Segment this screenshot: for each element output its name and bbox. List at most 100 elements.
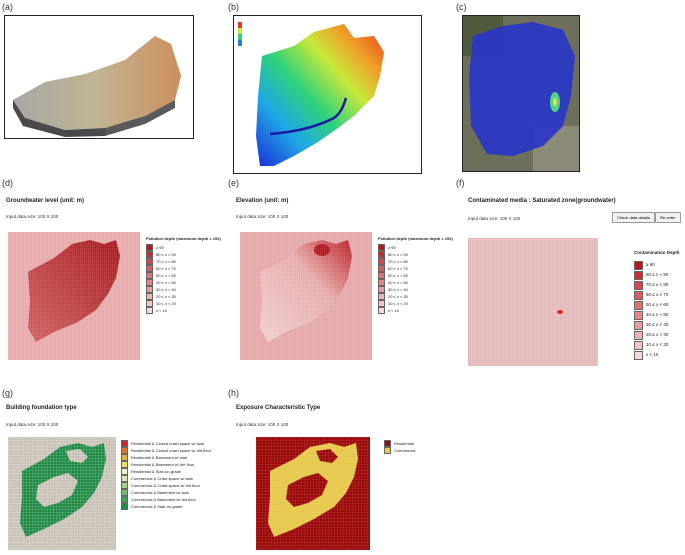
panel-c-satellite-map — [462, 15, 580, 172]
legend-swatch — [378, 279, 385, 286]
legend-swatch — [634, 320, 643, 330]
contamination-grid — [468, 238, 598, 366]
foundation-type-grid — [8, 437, 116, 550]
panel-h-legend: Residential Commercial — [384, 440, 415, 454]
check-data-details-button[interactable]: Check data details — [612, 212, 655, 223]
panel-h-input-size: Input data size: 100 X 100 — [236, 422, 289, 427]
legend-swatch — [634, 310, 643, 320]
legend-swatch — [378, 258, 385, 265]
legend-swatch — [384, 440, 391, 447]
legend-swatch — [121, 454, 128, 461]
legend-swatch — [634, 350, 643, 360]
legend-swatch — [121, 440, 128, 447]
legend-item: 50 ≤ x < 60 — [378, 272, 453, 279]
legend-item: 80 ≤ x < 90 — [378, 251, 453, 258]
legend-item: Residential & Closed crawl space w/ slab — [121, 440, 211, 447]
satellite-overlay — [463, 16, 579, 171]
legend-item: Residential & Basement w/ dirt floor — [121, 461, 211, 468]
panel-g-legend-list: Residential & Closed crawl space w/ slab… — [121, 440, 211, 510]
legend-item: 30 ≤ x < 40 — [146, 286, 221, 293]
legend-item: Commercial & Crawl space w/ slab — [121, 475, 211, 482]
legend-item: 30 ≤ x < 40 — [634, 320, 680, 330]
legend-swatch — [121, 482, 128, 489]
legend-item: 20 ≤ x < 30 — [378, 293, 453, 300]
legend-swatch — [121, 468, 128, 475]
legend-swatch — [378, 272, 385, 279]
legend-swatch — [378, 244, 385, 251]
legend-item: 70 ≤ x < 80 — [634, 280, 680, 290]
panel-f-grid-map — [468, 238, 598, 366]
legend-item: 10 ≤ x < 20 — [378, 300, 453, 307]
panel-f-input-size: Input data size: 100 X 100 — [468, 216, 521, 221]
legend-item: x < 10 — [634, 350, 680, 360]
panel-label-g: (g) — [2, 388, 13, 398]
panel-label-f: (f) — [456, 178, 465, 188]
legend-item: ≥ 90 — [378, 244, 453, 251]
panel-d-legend-list: ≥ 90 80 ≤ x < 90 70 ≤ x < 80 60 ≤ x < 70… — [146, 244, 221, 314]
panel-label-c: (c) — [456, 2, 467, 12]
panel-a-3d-terrain — [4, 15, 194, 139]
legend-item: Residential & Basement w/ slab — [121, 454, 211, 461]
legend-swatch — [146, 244, 153, 251]
panel-e-legend-title: Pollution depth (maximum depth = 100) — [378, 236, 453, 241]
legend-swatch — [378, 293, 385, 300]
legend-swatch — [121, 489, 128, 496]
legend-swatch — [378, 300, 385, 307]
legend-swatch — [378, 307, 385, 314]
legend-swatch — [634, 280, 643, 290]
panel-e-input-size: Input data size: 100 X 100 — [236, 214, 289, 219]
terrain-3d-render — [13, 36, 181, 137]
legend-item: 30 ≤ x < 40 — [378, 286, 453, 293]
panel-label-a: (a) — [2, 2, 13, 12]
legend-swatch — [146, 258, 153, 265]
panel-h-legend-list: Residential Commercial — [384, 440, 415, 454]
legend-item: 50 ≤ x < 60 — [146, 272, 221, 279]
re-enter-button[interactable]: Re-enter — [655, 212, 681, 223]
legend-item: Commercial — [384, 447, 415, 454]
panel-g-grid-map — [8, 437, 116, 550]
panel-d-legend: Pollution depth (maximum depth = 100) ≥ … — [146, 236, 221, 314]
legend-swatch — [146, 300, 153, 307]
legend-item: Commercial & Slab-on-grade — [121, 503, 211, 510]
panel-f-legend-title: Contamination Depth — [634, 250, 680, 255]
legend-swatch — [634, 300, 643, 310]
elevation-color-map — [238, 22, 384, 166]
legend-swatch — [146, 265, 153, 272]
panel-label-e: (e) — [228, 178, 239, 188]
panel-h-title: Exposure Characteristic Type — [236, 405, 321, 411]
elevation-grid — [240, 232, 372, 360]
legend-item: 60 ≤ x < 70 — [634, 290, 680, 300]
legend-item: 80 ≤ x < 90 — [634, 270, 680, 280]
legend-item: x < 10 — [378, 307, 453, 314]
legend-swatch — [634, 270, 643, 280]
legend-swatch — [121, 475, 128, 482]
legend-item: 60 ≤ x < 70 — [146, 265, 221, 272]
groundwater-grid — [8, 232, 140, 360]
legend-item: 10 ≤ x < 20 — [146, 300, 221, 307]
legend-swatch — [146, 279, 153, 286]
panel-f-title: Contaminated media : Saturated zone(grou… — [468, 198, 616, 204]
legend-swatch — [378, 265, 385, 272]
legend-item: x < 10 — [146, 307, 221, 314]
panel-e-legend: Pollution depth (maximum depth = 100) ≥ … — [378, 236, 453, 314]
legend-item: Residential — [384, 440, 415, 447]
legend-swatch — [146, 251, 153, 258]
exposure-type-grid — [256, 437, 370, 550]
legend-item: 70 ≤ x < 80 — [378, 258, 453, 265]
legend-swatch — [378, 251, 385, 258]
legend-item: Commercial & Basement w/ slab — [121, 489, 211, 496]
panel-f-legend-list: ≥ 90 80 ≤ x < 90 70 ≤ x < 80 60 ≤ x < 70… — [634, 260, 680, 360]
panel-label-b: (b) — [228, 2, 239, 12]
legend-swatch — [121, 496, 128, 503]
legend-item: 40 ≤ x < 50 — [378, 279, 453, 286]
legend-item: 20 ≤ x < 30 — [634, 330, 680, 340]
legend-item: 20 ≤ x < 30 — [146, 293, 221, 300]
panel-f-legend: Contamination Depth ≥ 90 80 ≤ x < 90 70 … — [634, 250, 680, 360]
panel-d-input-size: Input data size: 100 X 100 — [6, 214, 59, 219]
legend-item: Commercial & Crawl space w/ dirt floor — [121, 482, 211, 489]
panel-label-h: (h) — [228, 388, 239, 398]
legend-swatch — [121, 447, 128, 454]
panel-d-legend-title: Pollution depth (maximum depth = 100) — [146, 236, 221, 241]
panel-b-elevation-map — [233, 15, 422, 174]
panel-e-title: Elevation (unit: m) — [236, 198, 289, 204]
